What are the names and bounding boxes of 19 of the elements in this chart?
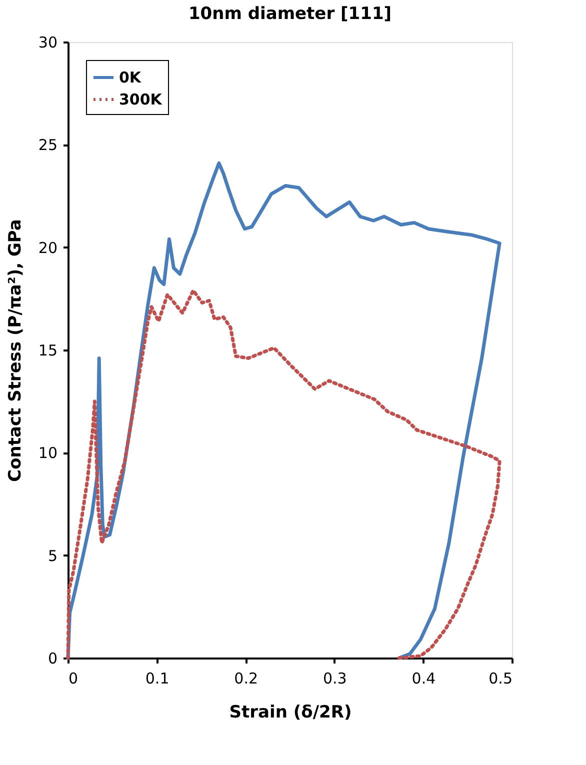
y-tick-label: 20 — [38, 238, 58, 257]
y-tick-label: 0 — [48, 650, 58, 668]
y-tick-label: 5 — [48, 546, 58, 565]
y-axis-title: Contact Stress (P/πa²), GPa — [5, 219, 26, 482]
x-axis-title: Strain (δ/2R) — [229, 702, 352, 722]
legend-label: 0K — [119, 68, 142, 86]
y-tick-label: 25 — [38, 136, 58, 154]
x-tick-label: 0.4 — [412, 670, 436, 688]
line-series — [66, 288, 502, 660]
chart-title: 10nm diameter [111] — [188, 4, 392, 24]
y-tick-label: 10 — [38, 444, 58, 462]
x-tick-label: 0.1 — [145, 670, 170, 688]
x-tick-label: 0 — [68, 670, 78, 688]
x-tick-label: 0.2 — [234, 670, 258, 688]
x-tick-label: 0.3 — [322, 670, 347, 688]
y-tick-label: 30 — [38, 34, 58, 52]
legend-label: 300K — [119, 90, 164, 108]
x-tick-label: 0.5 — [488, 670, 512, 688]
y-tick-label: 15 — [38, 342, 58, 360]
